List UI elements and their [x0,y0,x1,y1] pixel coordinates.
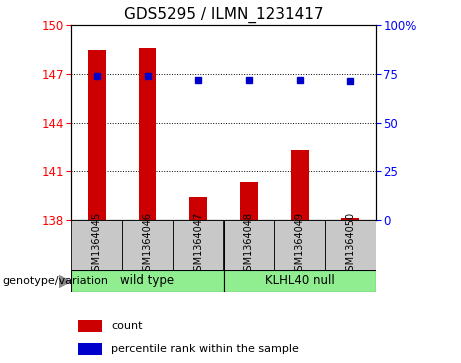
Bar [139,48,156,220]
Bar [325,220,376,270]
Text: wild type: wild type [120,274,175,287]
Bar [189,197,207,220]
Bar [77,320,102,332]
Bar [88,50,106,220]
Bar [77,343,102,355]
Text: count: count [111,321,142,331]
Text: GSM1364048: GSM1364048 [244,212,254,277]
Text: GSM1364047: GSM1364047 [193,211,203,277]
Text: KLHL40 null: KLHL40 null [265,274,335,287]
Text: GSM1364045: GSM1364045 [92,211,102,277]
Bar [291,150,308,220]
Bar [224,270,376,292]
Bar [173,220,224,270]
Text: percentile rank within the sample: percentile rank within the sample [111,344,299,354]
Text: genotype/variation: genotype/variation [2,276,108,286]
Title: GDS5295 / ILMN_1231417: GDS5295 / ILMN_1231417 [124,7,323,23]
Bar [240,182,258,220]
Bar [71,220,122,270]
Polygon shape [59,276,71,287]
Bar [224,220,274,270]
Bar [71,270,224,292]
Text: GSM1364049: GSM1364049 [295,212,305,277]
Text: GSM1364050: GSM1364050 [345,211,355,277]
Bar [342,218,359,220]
Text: GSM1364046: GSM1364046 [142,212,153,277]
Bar [122,220,173,270]
Bar [274,220,325,270]
